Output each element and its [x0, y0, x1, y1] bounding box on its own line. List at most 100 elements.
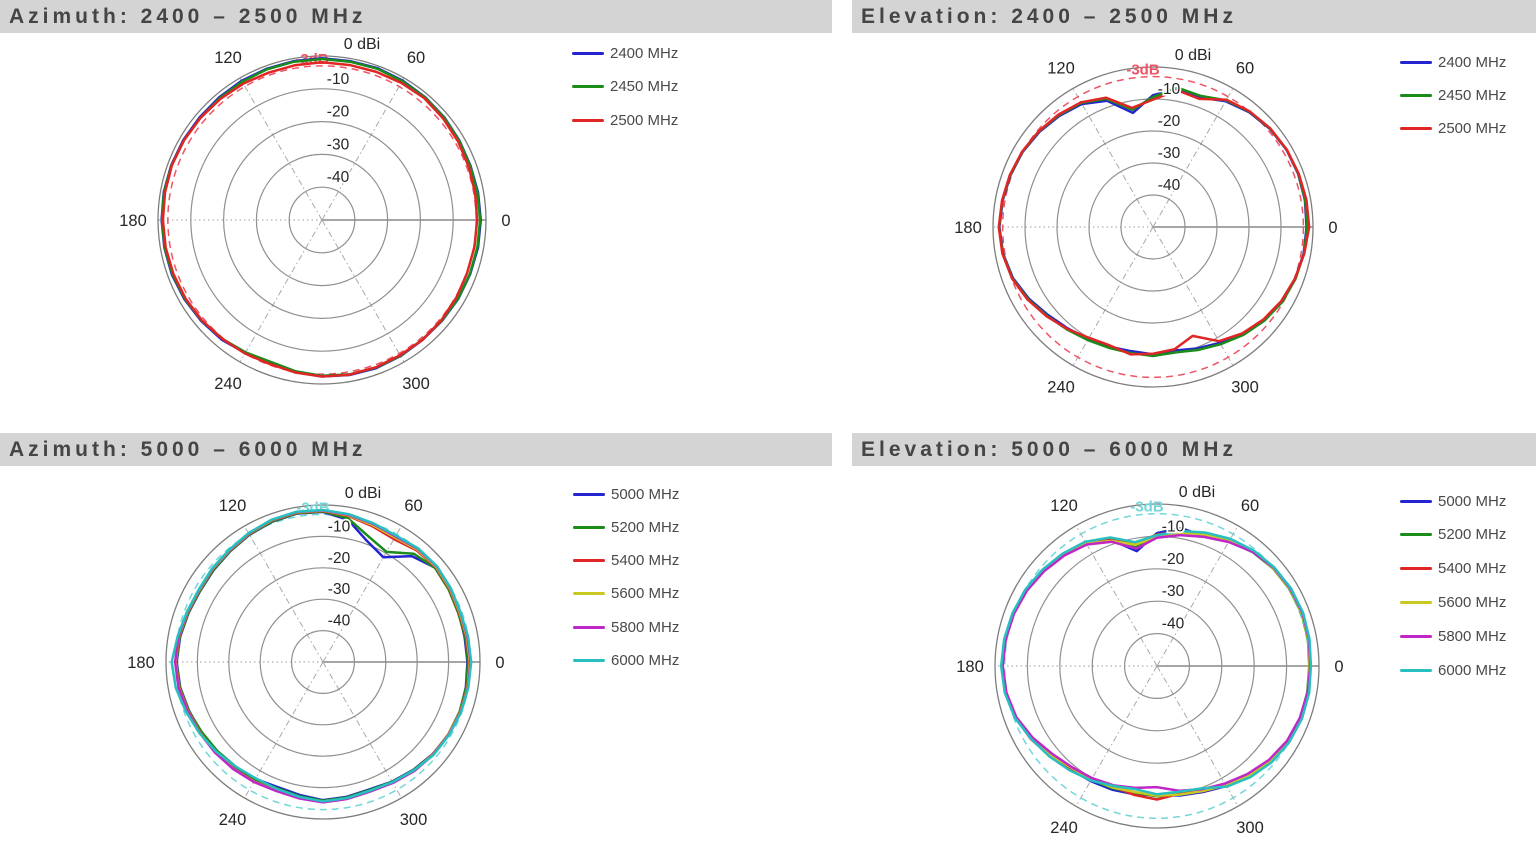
legend-label: 5200 MHz [611, 518, 680, 536]
angle-label-240: 240 [214, 375, 242, 393]
legend-label: 2450 MHz [610, 78, 679, 95]
legend-item-2500-mhz: 2500 MHz [572, 110, 678, 130]
ref-3db-circle [1001, 75, 1305, 379]
grid-outer-ring [992, 66, 1314, 388]
angle-label-180: 180 [954, 219, 982, 237]
legend-swatch [572, 51, 604, 55]
legend-swatch [1400, 93, 1432, 97]
grid-outer-ring [157, 55, 487, 385]
angle-label-0: 0 [501, 212, 510, 230]
grid-spoke-60 [322, 525, 402, 663]
radial-tick-0dbi: 0 dBi [1175, 47, 1211, 64]
legend-label: 5600 MHz [1438, 593, 1507, 611]
legend-swatch [572, 85, 604, 88]
series-line-5800-mhz [1001, 533, 1312, 793]
legend-label: 5000 MHz [1438, 492, 1507, 510]
angle-label-300: 300 [1236, 819, 1264, 837]
angle-label-300: 300 [1231, 378, 1259, 396]
angle-label-240: 240 [1050, 819, 1078, 837]
series-line-2500-mhz [161, 60, 479, 378]
radial-tick--30: -30 [1162, 583, 1185, 600]
angle-label-60: 60 [1241, 497, 1259, 515]
legend-item-5800-mhz: 5800 MHz [573, 617, 679, 637]
angle-label-60: 60 [404, 497, 422, 515]
legend-label: 5800 MHz [1438, 627, 1507, 645]
legend-label: 5000 MHz [611, 485, 680, 503]
grid-ring [1120, 194, 1186, 260]
angle-label-300: 300 [402, 375, 430, 393]
radial-tick--40: -40 [328, 613, 351, 630]
angle-label-120: 120 [219, 497, 247, 515]
legend-swatch [1400, 126, 1432, 130]
series-line-2500-mhz [997, 88, 1311, 356]
legend-item-6000-mhz: 6000 MHz [1400, 660, 1506, 680]
legend-item-2400-mhz: 2400 MHz [1400, 52, 1506, 72]
legend-item-2450-mhz: 2450 MHz [572, 77, 678, 97]
legend-label: 2500 MHz [1438, 119, 1507, 137]
legend-label: 5600 MHz [611, 585, 680, 603]
legend-item-5200-mhz: 5200 MHz [1400, 525, 1506, 545]
legend-swatch [1400, 634, 1432, 638]
grid-spoke-120 [244, 525, 324, 663]
angle-label-180: 180 [956, 658, 984, 676]
ref-3db-label: -3dB [1130, 499, 1164, 516]
grid-ring [255, 153, 389, 287]
legend-label: 5400 MHz [1438, 560, 1507, 578]
radial-tick--10: -10 [1162, 518, 1185, 535]
legend-swatch [1400, 668, 1432, 672]
legend-label: 5200 MHz [1438, 526, 1507, 544]
legend-item-5000-mhz: 5000 MHz [1400, 491, 1506, 511]
legend-item-5600-mhz: 5600 MHz [573, 584, 679, 604]
angle-label-60: 60 [1236, 60, 1254, 78]
legend-item-2450-mhz: 2450 MHz [1400, 85, 1506, 105]
legend-swatch [1400, 60, 1432, 64]
legend-label: 5800 MHz [611, 618, 680, 636]
legend-swatch [1400, 600, 1432, 604]
legend-label: 2400 MHz [610, 44, 679, 62]
legend-label: 6000 MHz [611, 652, 680, 669]
polar-chart-1: -3dB -10 -20 -30 -40 0 dBi 0 60 120 180 240 300 [954, 45, 1337, 396]
title-azimuth-2400-2500: Azimuth: 2400 – 2500 MHz [0, 0, 832, 33]
radial-tick--20: -20 [1158, 113, 1181, 130]
radial-tick--40: -40 [327, 169, 350, 186]
grid-ring [1056, 130, 1250, 324]
radial-tick-0dbi: 0 dBi [1179, 484, 1215, 501]
grid-ring [291, 629, 356, 694]
radial-tick--10: -10 [328, 518, 351, 535]
angle-label-0: 0 [1334, 658, 1343, 676]
legend-item-5200-mhz: 5200 MHz [573, 517, 679, 537]
radial-tick--10: -10 [327, 71, 350, 88]
grid-ring [1088, 162, 1218, 292]
angle-label-120: 120 [214, 49, 242, 67]
radial-tick--40: -40 [1158, 177, 1181, 194]
radial-tick--20: -20 [327, 104, 350, 121]
ref-3db-label: -3dB [1126, 62, 1160, 79]
grid-ring [1123, 632, 1190, 699]
radial-tick--20: -20 [1162, 551, 1185, 568]
legend-swatch [573, 559, 605, 563]
radial-tick-0dbi: 0 dBi [344, 36, 380, 53]
polar-chart-3: -3dB -10 -20 -30 -40 0 dBi 0 60 120 180 240 300 [956, 482, 1343, 837]
grid-outer-ring [165, 504, 481, 820]
legend-swatch [1400, 533, 1432, 537]
legend-label: 6000 MHz [1438, 661, 1507, 679]
grid-spoke-60 [1156, 525, 1239, 667]
angle-label-240: 240 [1047, 378, 1075, 396]
radial-tick--30: -30 [1158, 145, 1181, 162]
legend-swatch [573, 659, 605, 662]
angle-label-120: 120 [1047, 60, 1075, 78]
radial-tick--30: -30 [328, 581, 351, 598]
angle-label-240: 240 [219, 811, 247, 829]
legend-item-6000-mhz: 6000 MHz [573, 651, 679, 671]
grid-ring [259, 598, 387, 726]
radial-tick-0dbi: 0 dBi [345, 485, 381, 502]
grid-spoke-120 [239, 77, 323, 221]
angle-label-120: 120 [1050, 497, 1078, 515]
angle-label-300: 300 [400, 811, 428, 829]
angle-label-180: 180 [119, 212, 147, 230]
legend-label: 2450 MHz [1438, 86, 1507, 104]
